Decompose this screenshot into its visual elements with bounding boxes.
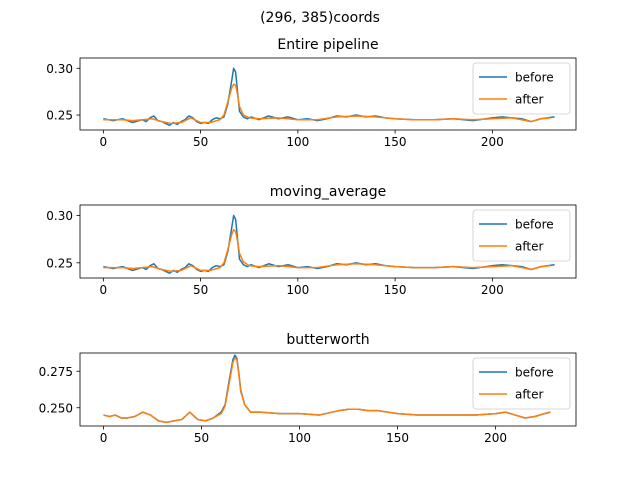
x-tick-label: 200 [481,283,504,297]
x-tick-label: 0 [100,283,108,297]
series-group [103,214,555,275]
legend-label-before: before [515,366,554,380]
series-group [103,354,551,424]
legend-box [472,62,571,115]
y-tick-label: 0.30 [46,209,73,223]
subplot-title: Entire pipeline [277,37,378,53]
legend-label-after: after [515,93,543,107]
x-tick-label: 150 [384,283,407,297]
subplot-title: butterworth [286,332,369,348]
legend-label-before: before [515,71,554,85]
x-tick-label: 200 [481,135,504,149]
y-tick-label: 0.250 [39,401,73,415]
legend-label-before: before [515,218,554,232]
x-tick-label: 50 [193,135,208,149]
axes-frame [79,352,577,427]
x-tick-label: 100 [288,431,311,445]
legend-label-after: after [515,240,543,254]
series-line-after [103,357,551,424]
x-tick-label: 100 [286,135,309,149]
x-tick-label: 150 [384,135,407,149]
legend: before after [472,62,571,115]
legend: before after [472,209,571,262]
legend-label-after: after [515,388,543,402]
y-tick-label: 0.30 [46,62,73,76]
x-tick-label: 100 [286,283,309,297]
axes-frame [79,57,577,131]
y-tick-label: 0.25 [46,109,73,123]
x-tick-label: 200 [484,431,507,445]
x-tick-label: 50 [193,283,208,297]
axes-frame [79,204,577,279]
subplot-moving-average: moving_average 0 50 100 150 200 0.25 0.30 before… [46,184,577,297]
legend-box [472,209,571,262]
y-tick-label: 0.275 [39,365,73,379]
figure-suptitle: (296, 385)coords [260,10,380,26]
x-tick-label: 50 [194,431,209,445]
subplot-entire-pipeline: Entire pipeline 0 50 100 150 200 0.25 0.30 befor… [46,37,577,149]
subplot-title: moving_average [270,184,386,200]
subplot-butterworth: butterworth 0 50 100 150 200 0.250 0.275 before a… [39,332,577,445]
x-tick-label: 0 [100,135,108,149]
series-group [103,67,555,127]
legend-box [472,357,571,410]
series-line-after [103,228,551,273]
x-tick-label: 150 [386,431,409,445]
x-tick-label: 0 [100,431,108,445]
y-tick-label: 0.25 [46,256,73,270]
series-line-after [103,83,551,125]
legend: before after [472,357,571,410]
